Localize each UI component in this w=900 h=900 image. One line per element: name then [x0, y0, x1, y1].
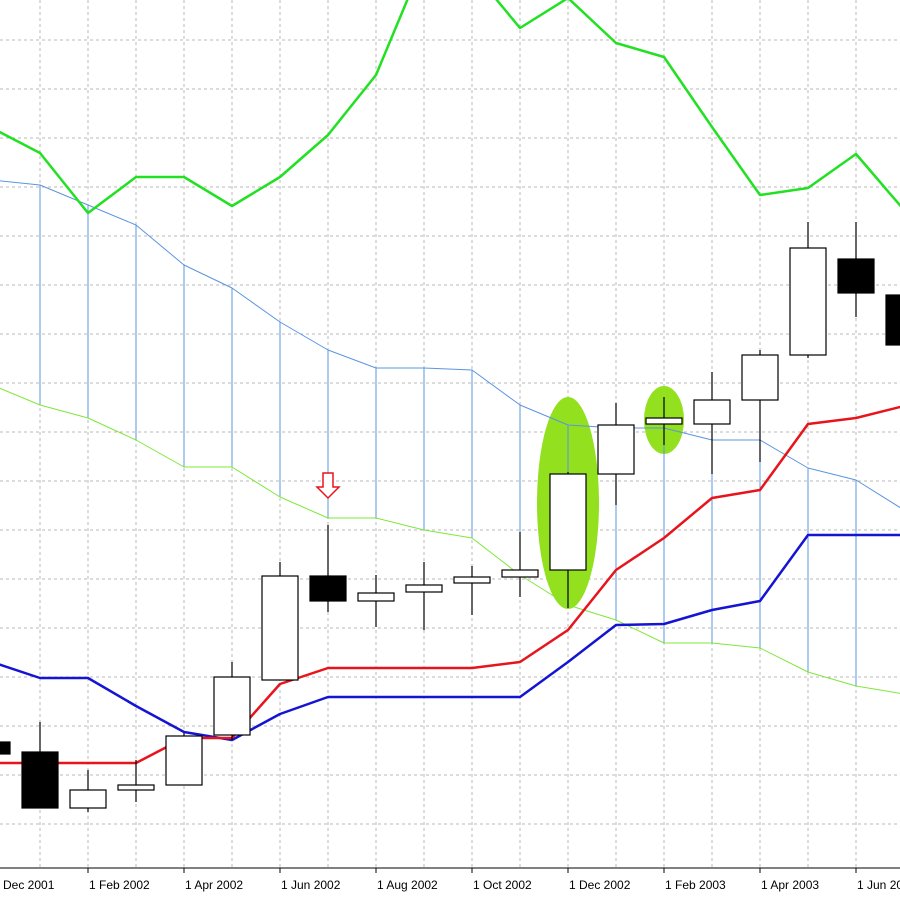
candle-body	[741, 354, 779, 401]
candle-body	[213, 676, 251, 736]
candle-body	[885, 294, 900, 346]
line-series	[0, 180, 900, 509]
marks	[0, 0, 900, 812]
candle-body	[645, 417, 683, 425]
x-tick-label: 1 Dec 2001	[0, 878, 55, 892]
candle-body	[693, 399, 731, 425]
x-axis-labels: 1 Dec 2001 1 Feb 2002 1 Apr 2002 1 Jun 2002…	[0, 868, 900, 892]
candle-body	[453, 576, 491, 584]
x-tick-label: 1 Jun 2003	[857, 878, 900, 892]
candle-body	[789, 247, 827, 356]
x-tick-label: 1 Apr 2003	[761, 878, 819, 892]
candle-body	[309, 575, 347, 602]
x-tick-label: 1 Oct 2002	[473, 878, 532, 892]
candle-body	[549, 473, 587, 571]
x-tick-label: 1 Feb 2003	[665, 878, 726, 892]
x-tick-label: 1 Feb 2002	[89, 878, 150, 892]
signal-arrow	[315, 472, 341, 500]
candle-body	[405, 584, 443, 593]
candle-body	[117, 784, 155, 791]
candle-body	[165, 735, 203, 786]
line-series	[0, 405, 900, 765]
candle-body	[501, 569, 539, 578]
candle-body	[21, 751, 59, 809]
line-series	[0, 387, 900, 694]
x-tick-label: 1 Aug 2002	[377, 878, 438, 892]
line-series	[0, 0, 900, 215]
x-tick-label: 1 Apr 2002	[185, 878, 243, 892]
candle-body	[261, 575, 299, 681]
x-tick-label: 1 Dec 2002	[569, 878, 631, 892]
x-tick-label: 1 Jun 2002	[281, 878, 341, 892]
candle-body	[357, 592, 395, 602]
candle-body	[837, 258, 875, 294]
candle-body	[69, 789, 107, 809]
candle-body	[0, 741, 11, 755]
line-series	[0, 533, 900, 742]
candle-body	[597, 424, 635, 475]
